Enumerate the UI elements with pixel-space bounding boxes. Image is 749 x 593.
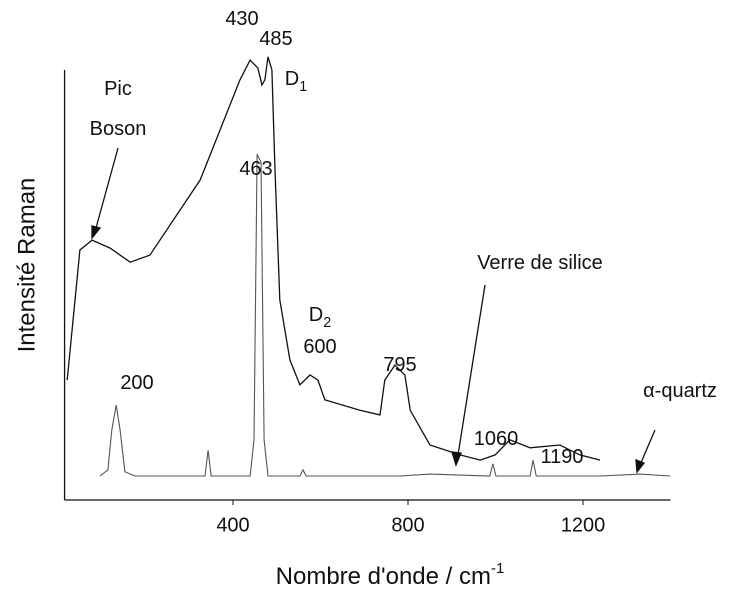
annotation: D2: [309, 304, 331, 331]
annotation: 463: [239, 158, 272, 180]
annotation: Verre de silice: [477, 252, 603, 274]
arrow: [639, 429, 656, 466]
annotation: 200: [120, 372, 153, 394]
annotation-text: 600: [303, 336, 336, 358]
y-axis-label: Intensité Raman: [13, 178, 40, 353]
annotation: 485: [259, 28, 292, 50]
x-axis-label-sup: -1: [491, 560, 504, 577]
annotation: Boson: [90, 118, 147, 140]
annotation: 795: [383, 354, 416, 376]
arrow-head: [635, 459, 646, 474]
arrow: [95, 147, 119, 229]
x-axis-label-text: Nombre d'onde / cm: [276, 563, 491, 590]
arrow-head: [91, 225, 102, 240]
series-line: [66, 56, 601, 461]
annotation-text: Pic: [104, 78, 132, 100]
x-tick-label: 800: [391, 514, 424, 536]
annotation-text: 430: [225, 8, 258, 30]
arrows: [91, 147, 656, 474]
annotation: 1190: [540, 446, 583, 468]
x-axis-label: Nombre d'onde / cm-1: [276, 560, 505, 590]
annotation-text: Boson: [90, 118, 147, 140]
annotation-text: 463: [239, 158, 272, 180]
annotation-text: D: [285, 68, 299, 90]
annotation: 430: [225, 8, 258, 30]
annotation-text: 485: [259, 28, 292, 50]
arrow: [457, 284, 486, 456]
annotation: α-quartz: [643, 380, 717, 402]
annotation-text: α-quartz: [643, 380, 717, 402]
annotation: Pic: [104, 78, 132, 100]
annotation: 1060: [474, 428, 519, 450]
annotation-text: 200: [120, 372, 153, 394]
x-tick-label: 400: [216, 514, 249, 536]
annotation-text: 795: [383, 354, 416, 376]
series-line: [99, 153, 671, 477]
annotation-text: D: [309, 304, 323, 326]
annotation-sub: 1: [299, 79, 307, 95]
annotation: 600: [303, 336, 336, 358]
annotation-text: Verre de silice: [477, 252, 603, 274]
annotation: D1: [285, 68, 307, 95]
arrow-head: [451, 451, 462, 467]
x-tick-label: 1200: [561, 514, 606, 536]
annotation-text: 1060: [474, 428, 519, 450]
annotation-text: 1190: [540, 446, 583, 468]
annotation-sub: 2: [323, 315, 331, 331]
